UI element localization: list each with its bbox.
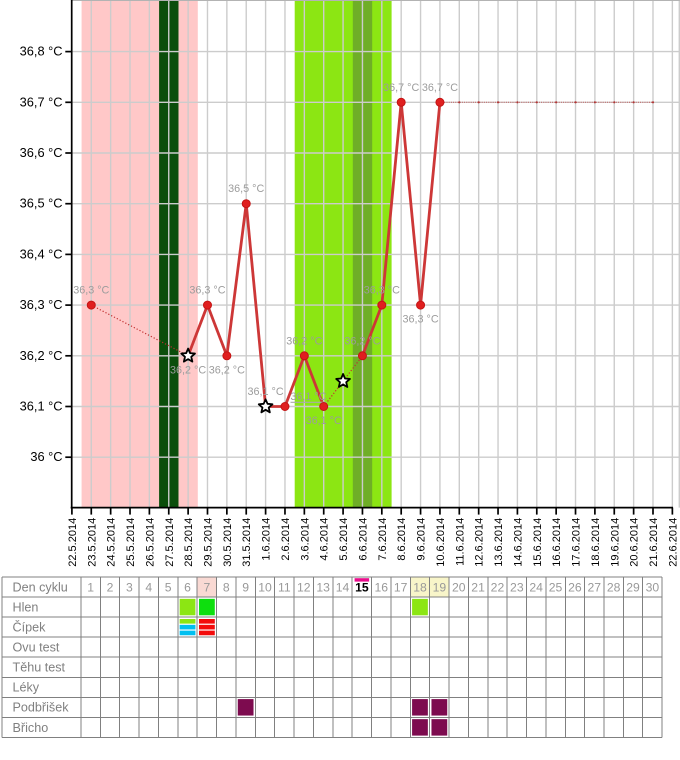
svg-text:29.5.2014: 29.5.2014 [202,518,214,567]
svg-text:36,3 °C: 36,3 °C [402,314,438,326]
svg-text:18.6.2014: 18.6.2014 [590,518,602,567]
svg-text:10: 10 [258,580,272,594]
svg-text:17: 17 [394,580,408,594]
svg-text:36 °C: 36 °C [30,449,62,464]
svg-text:6.6.2014: 6.6.2014 [357,518,369,561]
svg-text:16: 16 [374,580,388,594]
svg-text:5.6.2014: 5.6.2014 [338,518,350,561]
svg-text:15: 15 [355,580,369,594]
svg-text:36,4 °C: 36,4 °C [20,246,63,261]
svg-text:7.6.2014: 7.6.2014 [377,518,389,561]
svg-text:3: 3 [126,580,133,594]
svg-text:31.5.2014: 31.5.2014 [241,518,253,567]
svg-text:Den cyklu: Den cyklu [13,580,68,594]
svg-text:22.5.2014: 22.5.2014 [67,518,79,567]
svg-text:Hlen: Hlen [13,600,39,614]
svg-text:1: 1 [87,580,94,594]
svg-text:36,7 °C: 36,7 °C [422,82,458,94]
svg-text:Břicho: Břicho [13,721,49,735]
svg-text:15.6.2014: 15.6.2014 [532,518,544,567]
svg-text:36,7 °C: 36,7 °C [383,82,419,94]
svg-text:21.6.2014: 21.6.2014 [648,518,660,567]
svg-text:36,2 °C: 36,2 °C [344,335,380,347]
svg-text:18: 18 [413,580,427,594]
svg-text:Ovu test: Ovu test [13,641,60,655]
svg-text:36,2 °C: 36,2 °C [170,364,206,376]
svg-text:26.5.2014: 26.5.2014 [144,518,156,567]
svg-text:Podbřišek: Podbřišek [13,701,70,715]
svg-text:28.5.2014: 28.5.2014 [183,518,195,567]
svg-text:8: 8 [223,580,230,594]
svg-text:21: 21 [471,580,485,594]
svg-text:1.6.2014: 1.6.2014 [261,518,273,561]
svg-text:26: 26 [568,580,582,594]
svg-text:36,2 °C: 36,2 °C [209,364,245,376]
svg-text:25: 25 [549,580,563,594]
svg-text:27: 27 [588,580,602,594]
svg-text:23: 23 [510,580,524,594]
svg-text:16.6.2014: 16.6.2014 [551,518,563,567]
svg-text:4: 4 [145,580,152,594]
svg-text:17.6.2014: 17.6.2014 [571,518,583,567]
svg-text:28: 28 [607,580,621,594]
svg-text:9.6.2014: 9.6.2014 [416,518,428,561]
svg-text:2.6.2014: 2.6.2014 [280,518,292,561]
svg-text:36,1 °C: 36,1 °C [290,391,326,403]
svg-text:9: 9 [242,580,249,594]
svg-text:19: 19 [433,580,447,594]
svg-text:29: 29 [626,580,640,594]
svg-text:19.6.2014: 19.6.2014 [609,518,621,567]
svg-text:24.5.2014: 24.5.2014 [106,518,118,567]
svg-text:36,1 °C: 36,1 °C [20,399,63,414]
svg-text:24: 24 [529,580,543,594]
svg-text:22.6.2014: 22.6.2014 [667,518,679,567]
svg-text:36,1 °C: 36,1 °C [306,415,342,427]
svg-text:25.5.2014: 25.5.2014 [125,518,137,567]
svg-text:13: 13 [316,580,330,594]
svg-text:4.6.2014: 4.6.2014 [319,518,331,561]
svg-text:14: 14 [336,580,350,594]
svg-text:30: 30 [646,580,660,594]
svg-text:20.6.2014: 20.6.2014 [629,518,641,567]
svg-text:13.6.2014: 13.6.2014 [493,518,505,567]
svg-text:14.6.2014: 14.6.2014 [512,518,524,567]
svg-text:12: 12 [297,580,311,594]
svg-text:23.5.2014: 23.5.2014 [86,518,98,567]
svg-text:36,2 °C: 36,2 °C [286,335,322,347]
svg-text:20: 20 [452,580,466,594]
svg-text:6: 6 [184,580,191,594]
svg-text:27.5.2014: 27.5.2014 [164,518,176,567]
svg-text:36,3 °C: 36,3 °C [364,285,400,297]
svg-text:Těhu test: Těhu test [13,661,66,675]
svg-text:3.6.2014: 3.6.2014 [299,518,311,561]
svg-text:36,8 °C: 36,8 °C [20,44,63,59]
svg-text:30.5.2014: 30.5.2014 [222,518,234,567]
svg-text:36,3 °C: 36,3 °C [189,285,225,297]
svg-text:Léky: Léky [13,681,40,695]
svg-text:36,6 °C: 36,6 °C [20,145,63,160]
svg-text:7: 7 [204,580,211,594]
svg-text:36,3 °C: 36,3 °C [20,297,63,312]
svg-text:36,3 °C: 36,3 °C [73,285,109,297]
svg-text:11: 11 [278,580,291,594]
svg-text:36,1 °C: 36,1 °C [248,386,284,398]
svg-text:5: 5 [165,580,172,594]
svg-text:22: 22 [491,580,505,594]
svg-text:36,7 °C: 36,7 °C [20,94,63,109]
svg-text:36,5 °C: 36,5 °C [20,196,63,211]
svg-text:8.6.2014: 8.6.2014 [396,518,408,561]
svg-text:12.6.2014: 12.6.2014 [474,518,486,567]
svg-text:11.6.2014: 11.6.2014 [454,518,466,566]
svg-text:2: 2 [107,580,114,594]
svg-text:36,2 °C: 36,2 °C [20,348,63,363]
svg-text:10.6.2014: 10.6.2014 [435,518,447,567]
svg-text:Čípek: Čípek [13,620,47,635]
svg-text:36,5 °C: 36,5 °C [228,183,264,195]
